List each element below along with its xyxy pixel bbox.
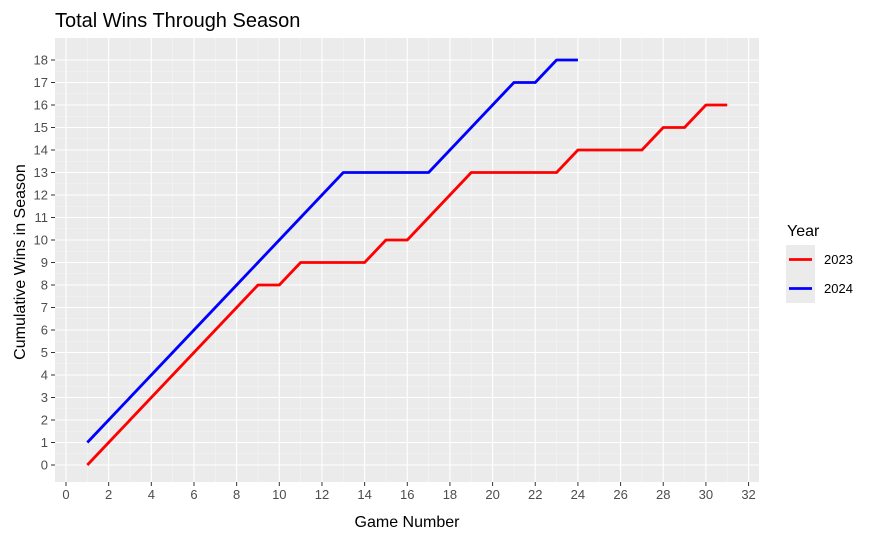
y-tick-label: 15	[34, 120, 48, 135]
major-gridlines	[55, 38, 759, 482]
x-tick-label: 14	[357, 487, 371, 502]
y-tick-label: 18	[34, 53, 48, 68]
y-tick-label: 0	[41, 458, 48, 473]
y-tick-label: 5	[41, 345, 48, 360]
y-axis-title: Cumulative Wins in Season	[12, 164, 29, 360]
x-tick-label: 22	[528, 487, 542, 502]
x-tick-label: 28	[656, 487, 670, 502]
x-tick-label: 24	[571, 487, 585, 502]
y-tick-label: 2	[41, 413, 48, 428]
x-tick-label: 0	[62, 487, 69, 502]
x-tick-label: 10	[272, 487, 286, 502]
x-tick-label: 8	[233, 487, 240, 502]
legend-title: Year	[787, 223, 820, 240]
y-tick-label: 17	[34, 75, 48, 90]
y-tick-label: 14	[34, 143, 48, 158]
y-tick-label: 6	[41, 323, 48, 338]
x-axis: 0 2 4 6 8 10 12 14 16 18 20 22 24 26 28 30 32	[62, 482, 756, 502]
y-tick-label: 12	[34, 188, 48, 203]
series-line-2024	[86, 58, 578, 444]
x-tick-label: 4	[148, 487, 155, 502]
y-tick-label: 16	[34, 98, 48, 113]
legend: Year 2023 2024	[786, 223, 853, 303]
y-tick-label: 9	[41, 255, 48, 270]
x-tick-label: 26	[613, 487, 627, 502]
y-tick-label: 1	[41, 435, 48, 450]
series-line-2023	[86, 103, 728, 466]
y-tick-label: 4	[41, 368, 48, 383]
x-tick-label: 12	[315, 487, 329, 502]
x-tick-label: 30	[699, 487, 713, 502]
y-tick-label: 3	[41, 390, 48, 405]
y-tick-label: 8	[41, 278, 48, 293]
x-tick-label: 20	[485, 487, 499, 502]
chart-title: Total Wins Through Season	[55, 10, 300, 32]
y-tick-label: 11	[35, 210, 49, 225]
y-tick-label: 10	[34, 233, 48, 248]
x-tick-label: 6	[190, 487, 197, 502]
y-tick-label: 13	[34, 165, 48, 180]
x-tick-label: 16	[400, 487, 414, 502]
legend-label: 2023	[824, 252, 853, 267]
y-tick-label: 7	[41, 300, 48, 315]
x-tick-label: 32	[741, 487, 755, 502]
x-axis-title: Game Number	[355, 514, 461, 531]
legend-label: 2024	[824, 281, 853, 296]
series-lines	[86, 58, 728, 466]
x-tick-label: 18	[443, 487, 457, 502]
x-tick-label: 2	[105, 487, 112, 502]
